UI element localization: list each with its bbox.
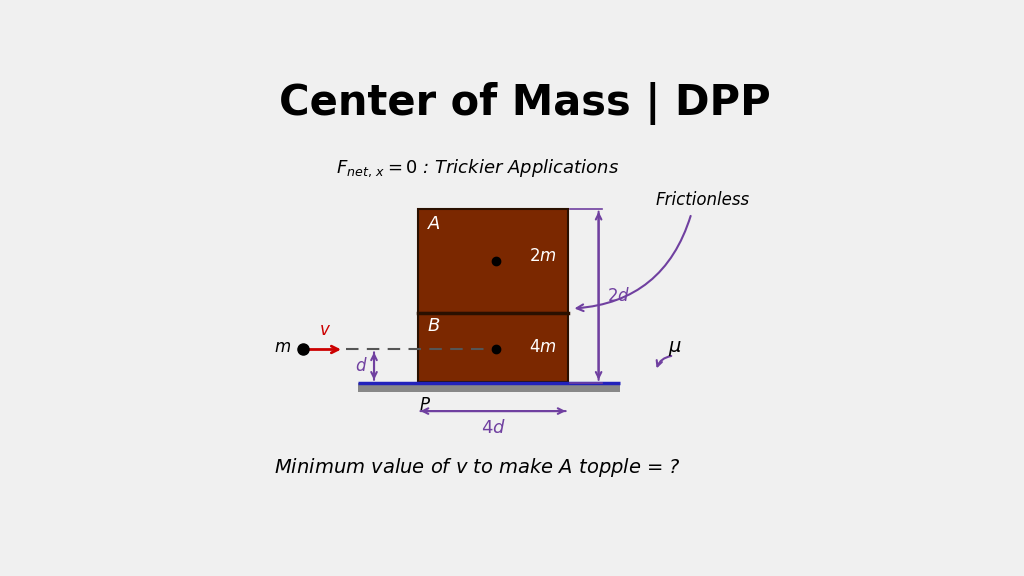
Text: Frictionless: Frictionless bbox=[655, 191, 750, 209]
Text: $m$: $m$ bbox=[273, 338, 291, 357]
Text: $4m$: $4m$ bbox=[529, 339, 556, 357]
Text: Minimum value of $v$ to make $A$ topple = ?: Minimum value of $v$ to make $A$ topple … bbox=[273, 456, 681, 479]
FancyArrowPatch shape bbox=[577, 216, 690, 311]
Bar bbox=[418, 209, 568, 313]
Text: $F_{net,\, x} = 0$ : Trickier Applications: $F_{net,\, x} = 0$ : Trickier Applicatio… bbox=[336, 158, 618, 180]
Bar bbox=[358, 382, 621, 392]
Bar bbox=[418, 313, 568, 382]
Text: $A$: $A$ bbox=[427, 215, 441, 233]
Text: $v$: $v$ bbox=[318, 321, 331, 339]
Text: Center of Mass | DPP: Center of Mass | DPP bbox=[279, 82, 771, 126]
Text: $2d$: $2d$ bbox=[606, 287, 630, 305]
Text: $P$: $P$ bbox=[419, 396, 431, 414]
Text: $4d$: $4d$ bbox=[480, 419, 506, 437]
Text: $B$: $B$ bbox=[427, 317, 440, 335]
Text: $\mu$: $\mu$ bbox=[668, 339, 681, 358]
Text: $d$: $d$ bbox=[355, 357, 368, 375]
Text: $2m$: $2m$ bbox=[529, 247, 556, 265]
FancyArrowPatch shape bbox=[656, 356, 672, 366]
